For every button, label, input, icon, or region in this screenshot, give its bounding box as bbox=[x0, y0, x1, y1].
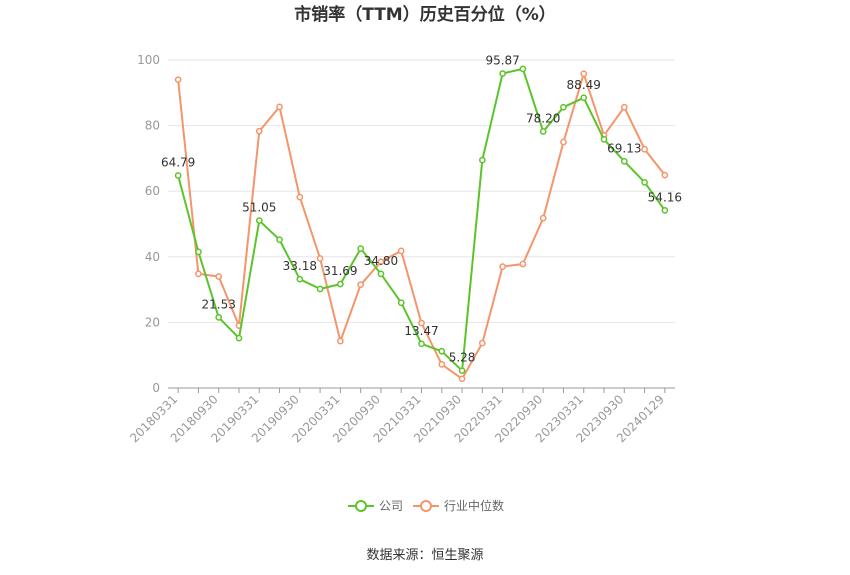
point-0-20230930 bbox=[620, 157, 628, 165]
point-0-20220630 bbox=[519, 65, 527, 73]
point-1-20240129 bbox=[661, 171, 669, 179]
point-0-20201231 bbox=[397, 299, 405, 307]
point-0-20211231 bbox=[478, 156, 486, 164]
point-0-20230630 bbox=[600, 136, 608, 143]
point-0-20180630 bbox=[195, 248, 202, 256]
point-0-20190630 bbox=[276, 236, 283, 244]
point-1-20201231 bbox=[397, 247, 405, 255]
y-tick-label-100: 100 bbox=[137, 53, 160, 67]
point-1-20180331 bbox=[174, 76, 182, 84]
point-1-20190331 bbox=[255, 127, 263, 135]
legend-item-1[interactable]: 行业中位数 bbox=[413, 498, 504, 513]
point-1-20231231 bbox=[641, 145, 648, 153]
point-0-20200331 bbox=[337, 280, 344, 288]
point-0-20181231 bbox=[235, 334, 243, 342]
series-layer bbox=[174, 65, 669, 383]
point-0-20200930 bbox=[377, 270, 385, 278]
point-0-20220930 bbox=[539, 128, 547, 135]
y-tick-label-40: 40 bbox=[145, 250, 160, 264]
data-label-20230331: 88.49 bbox=[567, 78, 601, 92]
y-tick-label-20: 20 bbox=[145, 315, 160, 329]
point-1-20200930 bbox=[377, 258, 385, 266]
data-label-20230930: 69.13 bbox=[607, 141, 641, 155]
point-1-20200331 bbox=[337, 337, 344, 345]
data-label-20200930: 34.80 bbox=[364, 254, 398, 268]
legend-marker-0 bbox=[355, 500, 367, 512]
point-1-20200630 bbox=[357, 281, 365, 289]
data-label-20220930: 78.20 bbox=[526, 112, 560, 126]
point-1-20190930 bbox=[296, 193, 304, 201]
point-0-20210630 bbox=[438, 347, 446, 355]
point-0-20180930 bbox=[215, 314, 223, 321]
data-label-20190930: 33.18 bbox=[283, 259, 317, 273]
point-0-20221231 bbox=[560, 103, 567, 111]
data-label-20180930: 21.53 bbox=[202, 297, 236, 311]
data-label-20240129: 54.16 bbox=[648, 190, 682, 204]
point-1-20180930 bbox=[215, 273, 223, 280]
source-note: 数据来源：恒生聚源 bbox=[366, 548, 483, 563]
point-0-20210331 bbox=[418, 340, 425, 348]
point-0-20231231 bbox=[641, 178, 648, 186]
point-1-20180630 bbox=[195, 270, 202, 278]
legend[interactable]: 公司 行业中位数 bbox=[348, 498, 504, 513]
point-0-20180331 bbox=[174, 172, 182, 179]
legend-item-0[interactable]: 公司 bbox=[348, 499, 403, 513]
point-1-20210630 bbox=[438, 361, 446, 368]
point-0-20230331 bbox=[580, 94, 588, 102]
point-1-20190630 bbox=[276, 103, 283, 111]
chart-title: 市销率（TTM）历史百分位（%） bbox=[294, 4, 556, 25]
point-1-20211231 bbox=[478, 339, 486, 347]
point-1-20220930 bbox=[539, 214, 547, 222]
point-0-20190930 bbox=[296, 275, 304, 283]
data-label-20220331: 95.87 bbox=[485, 54, 519, 68]
x-axis: 2018033120180930201903312019093020200331… bbox=[127, 387, 675, 445]
data-label-20190331: 51.05 bbox=[242, 201, 276, 215]
point-0-20191231 bbox=[316, 285, 324, 293]
data-label-20210331: 13.47 bbox=[404, 324, 438, 338]
point-0-20220331 bbox=[499, 70, 506, 77]
y-tick-label-0: 0 bbox=[152, 381, 160, 395]
data-label-20180331: 64.79 bbox=[161, 155, 195, 169]
point-1-20221231 bbox=[560, 138, 567, 146]
point-1-20220331 bbox=[499, 263, 506, 270]
y-axis: 0 20 40 60 80 100 bbox=[137, 53, 160, 395]
point-1-20210930 bbox=[458, 375, 466, 383]
point-0-20200630 bbox=[357, 245, 365, 252]
point-0-20240129 bbox=[661, 207, 669, 214]
data-label-20200331: 31.69 bbox=[323, 264, 357, 278]
point-0-20210930 bbox=[458, 367, 466, 375]
point-0-20190331 bbox=[255, 217, 263, 224]
y-tick-label-60: 60 bbox=[145, 184, 160, 198]
data-label-20210930: 5.28 bbox=[449, 351, 476, 365]
data-labels: 64.79 21.53 51.05 33.18 31.69 34.80 13.47 5.28 9… bbox=[161, 54, 682, 365]
legend-marker-1 bbox=[420, 500, 432, 512]
point-1-20230930 bbox=[620, 103, 628, 111]
y-tick-label-80: 80 bbox=[145, 119, 160, 133]
point-1-20220630 bbox=[519, 260, 527, 268]
legend-label-0: 公司 bbox=[379, 499, 403, 513]
legend-label-1: 行业中位数 bbox=[444, 498, 504, 513]
point-1-20191231 bbox=[316, 255, 324, 262]
point-1-20210331 bbox=[418, 319, 425, 327]
point-1-20230331 bbox=[580, 70, 588, 78]
